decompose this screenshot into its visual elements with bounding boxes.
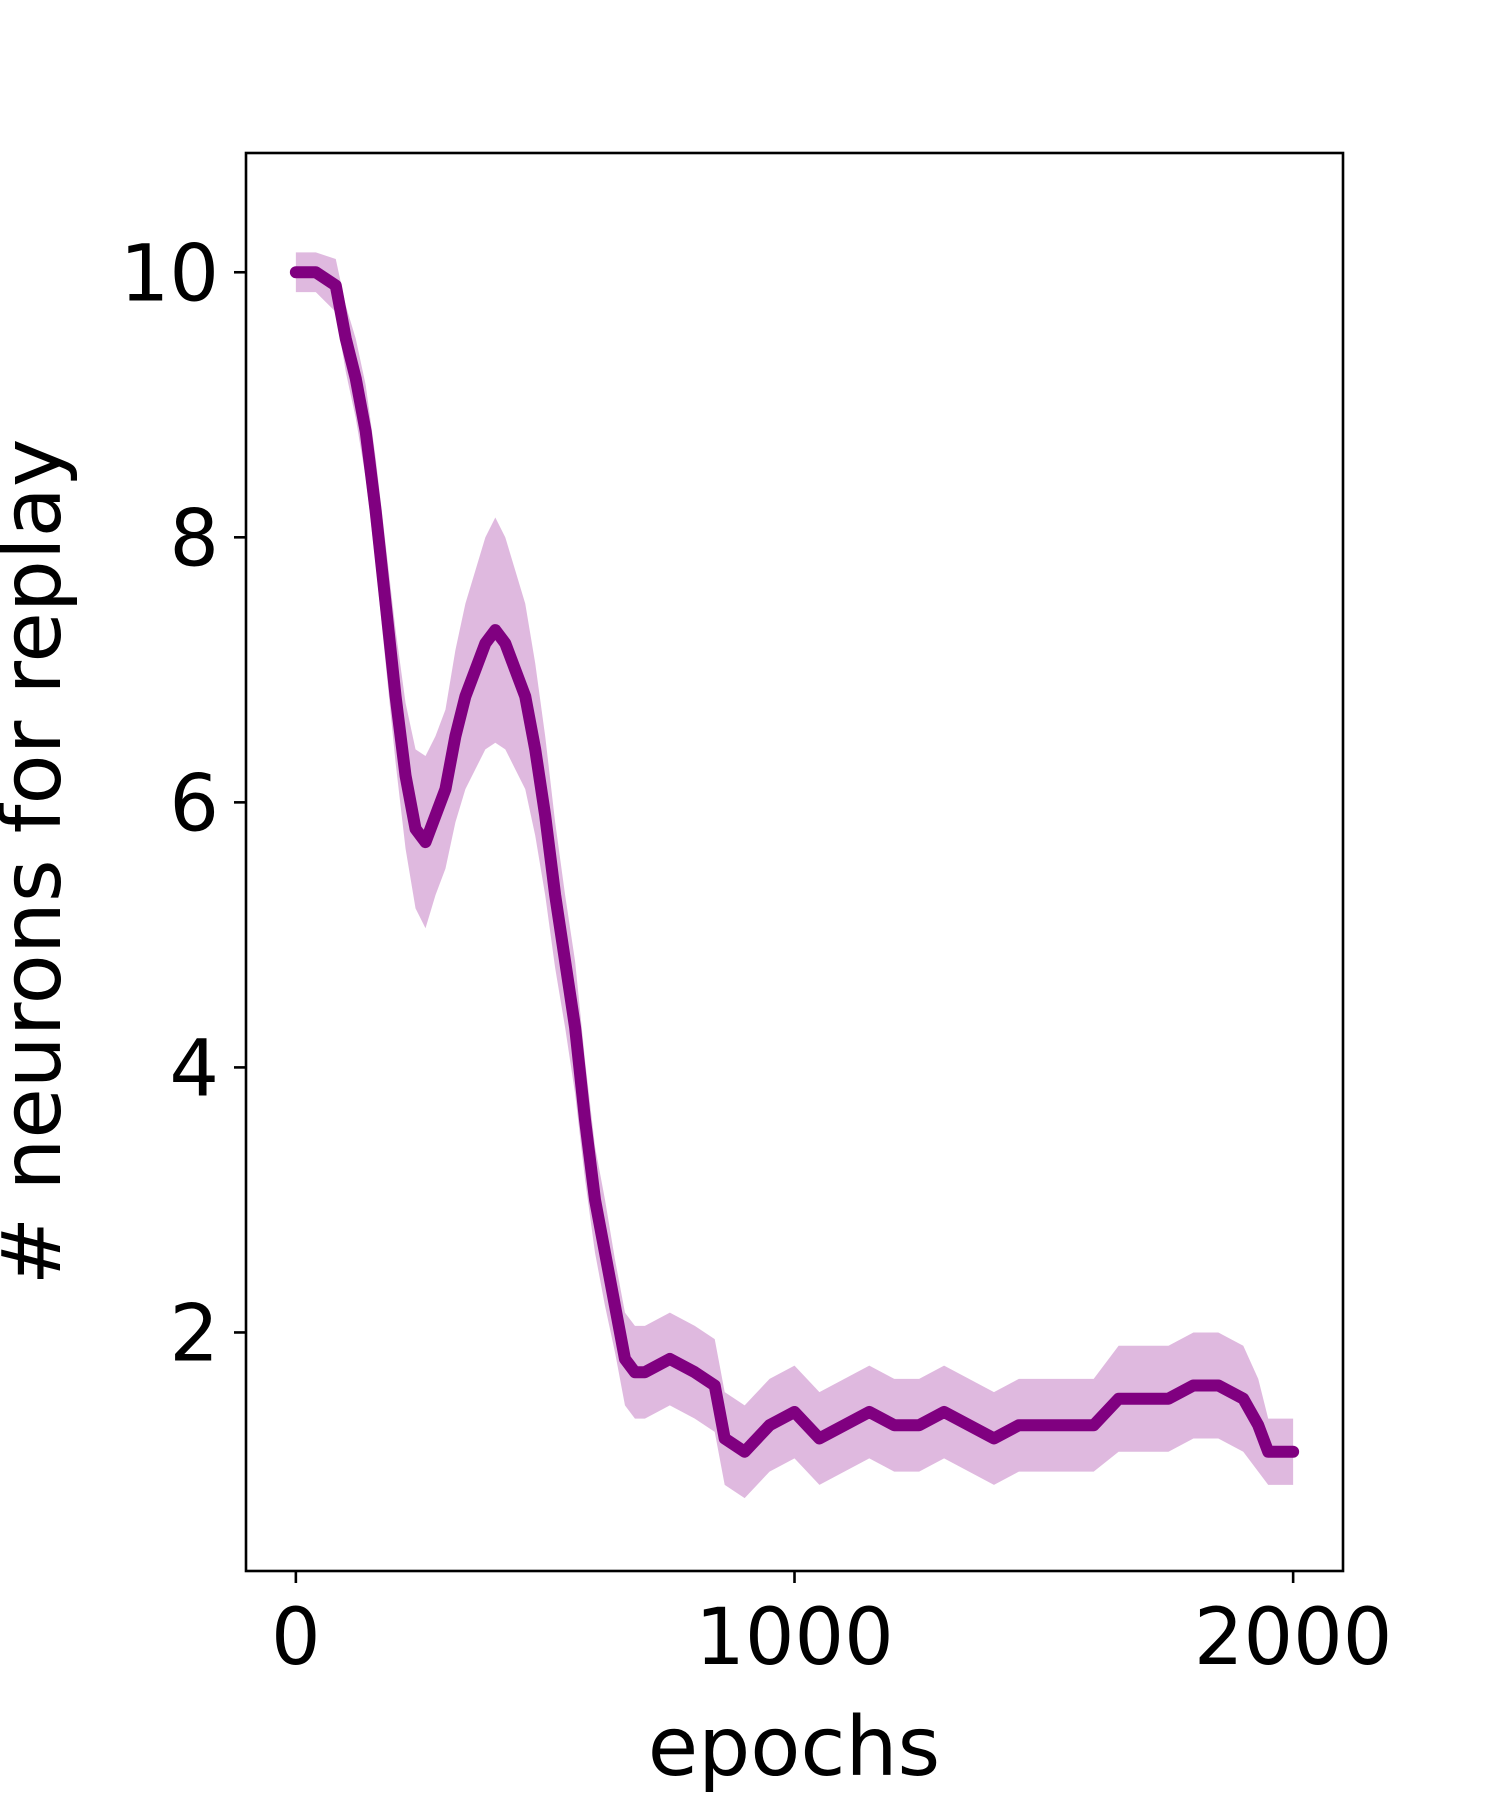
- series-line: [289, 266, 1300, 1458]
- y-tick-label: 8: [169, 494, 219, 584]
- y-axis-label: # neurons for replay: [0, 439, 80, 1286]
- x-axis-ticks: 0 1000 2000: [271, 1571, 1392, 1683]
- error-band: [295, 252, 1294, 1499]
- y-tick-label: 6: [169, 759, 219, 849]
- x-tick-label: 1000: [695, 1593, 894, 1683]
- y-axis-ticks: 2 4 6 8 10: [120, 229, 246, 1379]
- series-line-layer: [289, 266, 1300, 1458]
- y-tick-label: 4: [169, 1024, 219, 1114]
- error-band-layer: [295, 252, 1294, 1499]
- y-tick-label: 2: [169, 1289, 219, 1379]
- x-tick-label: 2000: [1194, 1593, 1393, 1683]
- y-tick-label: 10: [120, 229, 219, 319]
- x-tick-label: 0: [271, 1593, 321, 1683]
- x-axis-label: epochs: [648, 1700, 940, 1795]
